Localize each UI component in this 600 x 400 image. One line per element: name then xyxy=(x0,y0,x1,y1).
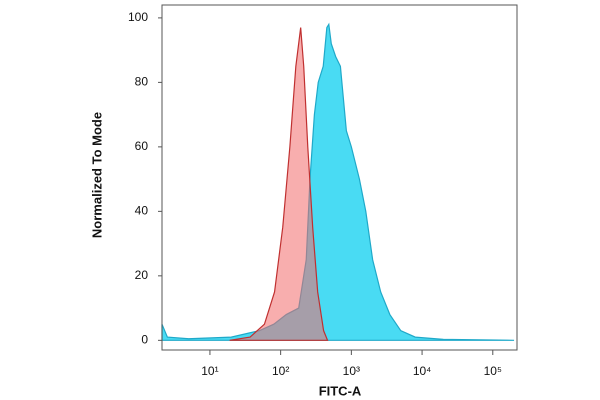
y-tick-label: 20 xyxy=(135,268,149,282)
y-tick-label: 0 xyxy=(141,332,148,346)
y-tick-label: 100 xyxy=(128,10,148,24)
x-tick-label: 10⁴ xyxy=(413,364,432,378)
histogram-area xyxy=(161,22,515,341)
x-tick-label: 10³ xyxy=(343,364,360,378)
x-axis-label: FITC-A xyxy=(319,383,362,398)
y-tick-label: 40 xyxy=(135,204,149,218)
y-tick-label: 60 xyxy=(135,139,149,153)
x-tick-label: 10¹ xyxy=(201,364,218,378)
x-tick-label: 10² xyxy=(272,364,289,378)
plot-frame xyxy=(161,4,518,351)
histogram-area xyxy=(229,27,329,341)
y-axis-label: Normalized To Mode xyxy=(89,112,104,238)
x-tick-label: 10⁵ xyxy=(484,364,502,378)
y-tick-label: 80 xyxy=(135,75,149,89)
